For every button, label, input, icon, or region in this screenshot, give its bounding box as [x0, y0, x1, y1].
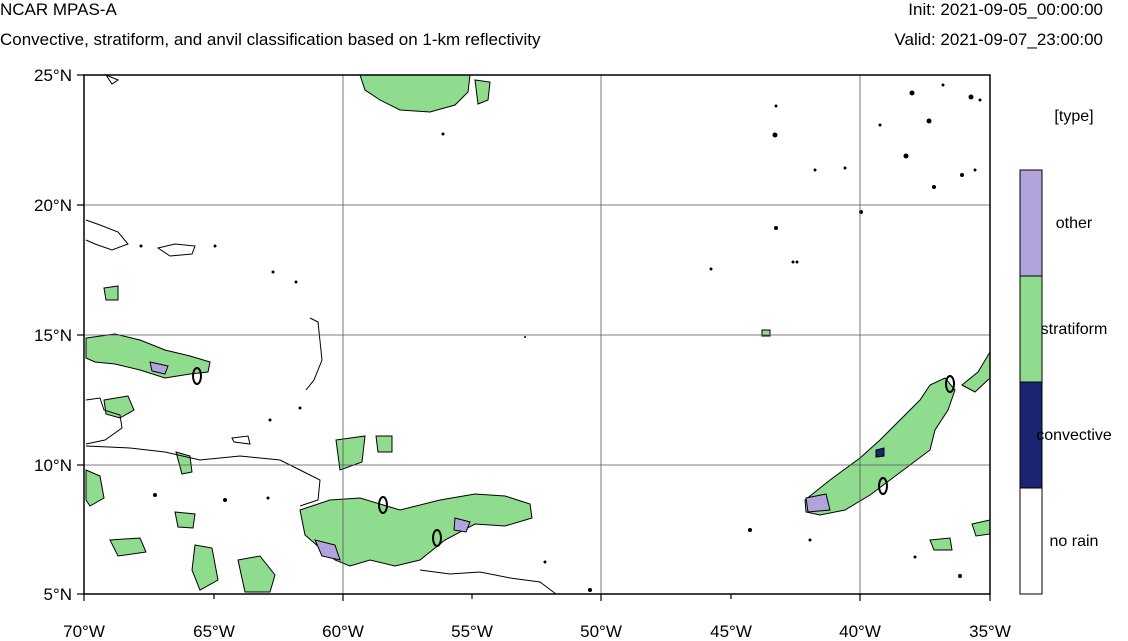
- lon-tick-labels: 70°W 65°W 60°W 55°W 50°W 45°W 40°W 35°W: [63, 622, 1011, 641]
- map-subtitle: Convective, stratiform, and anvil classi…: [0, 30, 541, 49]
- stratiform-region: [191, 544, 219, 591]
- tick-marks: [77, 74, 991, 601]
- lat-tick-label: 5°N: [43, 585, 72, 604]
- legend-label: stratiform: [1041, 321, 1108, 338]
- map-plot-area: [77, 73, 991, 601]
- stratiform-region: [474, 79, 491, 105]
- stratiform-region: [103, 285, 119, 301]
- init-time-label: Init: 2021-09-05_00:00:00: [908, 0, 1103, 19]
- stratiform-region: [929, 537, 953, 551]
- stratiform-region: [761, 329, 771, 337]
- lon-tick-label: 50°W: [580, 622, 622, 641]
- stratiform-region: [85, 469, 105, 507]
- other-region: [805, 493, 831, 513]
- legend-title: [type]: [1054, 108, 1093, 125]
- valid-time-label: Valid: 2021-09-07_23:00:00: [894, 30, 1103, 49]
- lon-tick-label: 55°W: [451, 622, 493, 641]
- stratiform-region: [237, 555, 276, 593]
- stratiform-region: [174, 511, 196, 529]
- convective-region: [875, 447, 885, 458]
- stratiform-region: [359, 74, 471, 113]
- legend-swatch-other: [1019, 169, 1043, 277]
- lon-tick-label: 35°W: [969, 622, 1011, 641]
- stratiform-region: [85, 333, 211, 379]
- other-region: [453, 517, 471, 533]
- contour-labels: [192, 367, 955, 547]
- legend-label: convective: [1036, 427, 1112, 444]
- lon-tick-label: 40°W: [839, 622, 881, 641]
- lat-tick-label: 20°N: [34, 196, 72, 215]
- lon-tick-label: 60°W: [322, 622, 364, 641]
- legend-swatch-no-rain: [1019, 487, 1043, 595]
- legend-label: no rain: [1050, 533, 1099, 550]
- lat-tick-labels: 25°N 20°N 15°N 10°N 5°N: [34, 66, 72, 604]
- lat-tick-label: 15°N: [34, 326, 72, 345]
- lon-tick-label: 70°W: [63, 622, 105, 641]
- stratiform-region: [375, 435, 393, 453]
- stratiform-region: [804, 377, 956, 516]
- legend-labels: other stratiform convective no rain: [1036, 215, 1112, 550]
- coastline-contours: [85, 73, 557, 595]
- map-background: [84, 75, 990, 594]
- stratiform-region: [109, 537, 147, 557]
- other-region: [149, 361, 169, 375]
- lon-tick-label: 45°W: [710, 622, 752, 641]
- other-region: [314, 539, 341, 561]
- graticule: [84, 75, 990, 594]
- lat-tick-label: 25°N: [34, 66, 72, 85]
- legend-swatches: [1019, 169, 1043, 595]
- legend-label: other: [1056, 215, 1093, 232]
- legend-swatch-stratiform: [1019, 275, 1043, 383]
- stratiform-region: [299, 493, 533, 567]
- map-title: NCAR MPAS-A: [0, 0, 117, 19]
- legend: [type] other stratiform convective no rain: [1019, 108, 1112, 595]
- scattered-cells: [139, 83, 982, 592]
- lon-tick-label: 65°W: [193, 622, 235, 641]
- lat-tick-label: 10°N: [34, 456, 72, 475]
